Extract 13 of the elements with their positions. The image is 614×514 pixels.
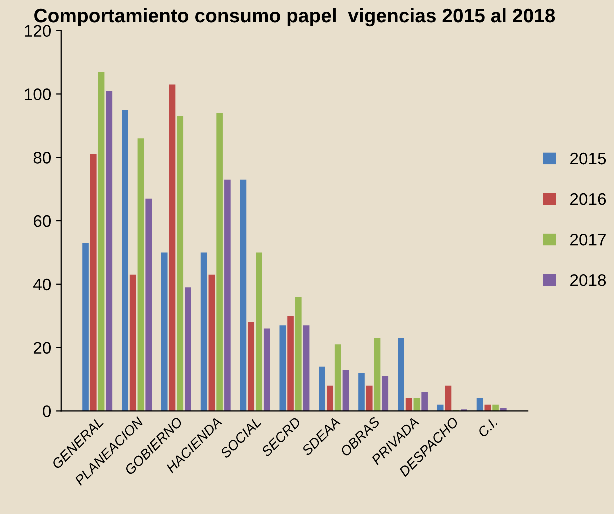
chart-title: Comportamiento consumo papel vigencias 2015 al 2018: [34, 8, 556, 27]
legend-label: 2015: [570, 152, 606, 165]
y-tick-label: 100: [25, 88, 52, 100]
x-tick-label: C.I.: [477, 418, 498, 438]
y-tick-label: 20: [34, 342, 52, 354]
legend-label: 2017: [570, 234, 606, 246]
y-tick-label: 40: [34, 278, 52, 291]
y-tick-label: 80: [34, 152, 52, 164]
y-tick-label: 0: [43, 406, 52, 418]
legend-label: 2016: [570, 193, 606, 206]
y-tick-label: 60: [34, 215, 52, 228]
legend-label: 2018: [570, 274, 606, 286]
y-tick-label: 120: [25, 25, 52, 38]
